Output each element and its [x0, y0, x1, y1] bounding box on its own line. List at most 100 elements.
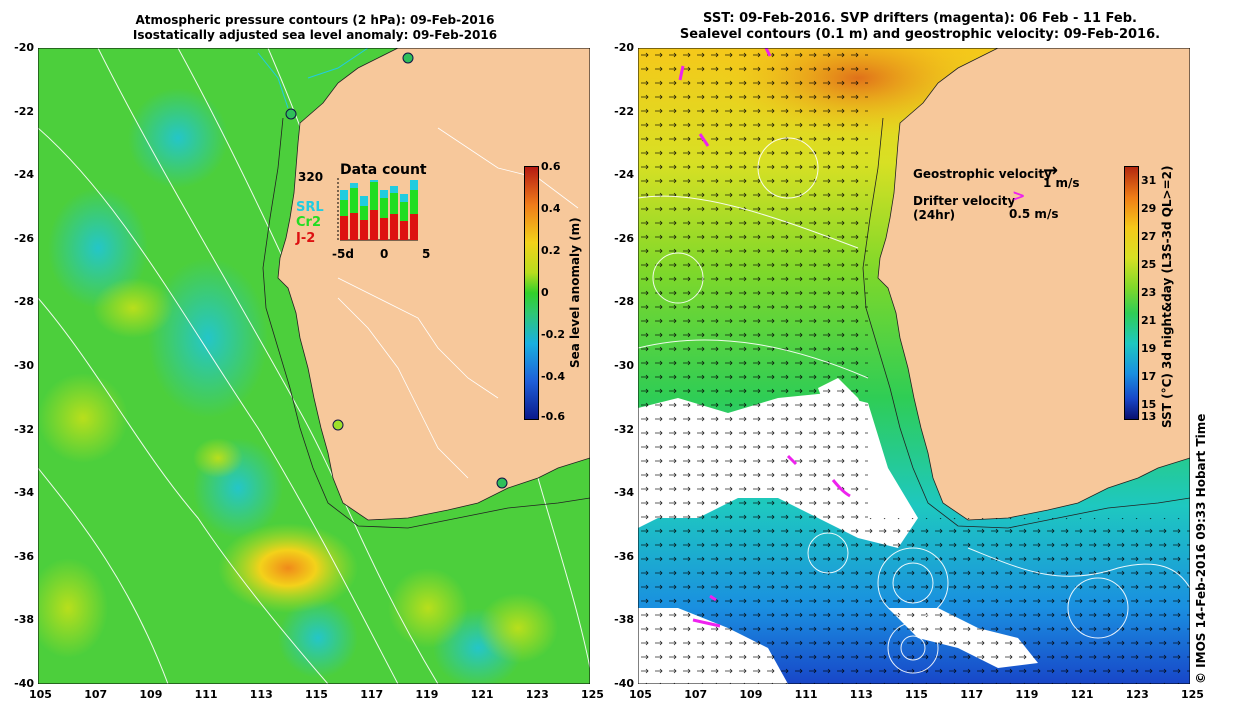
y-tick-label: -30 — [614, 359, 634, 372]
drifter-velocity-arrow: > — [1012, 186, 1026, 205]
sla-low-patch — [48, 188, 148, 308]
data-count-bars — [340, 180, 418, 240]
sla-high-patch — [38, 373, 128, 463]
data-count-xtick: 5 — [422, 247, 431, 261]
right-cb-tick: 29 — [1141, 202, 1157, 215]
left-title: Atmospheric pressure contours (2 hPa): 0… — [40, 13, 590, 43]
imos-credit: © IMOS 14-Feb-2016 09:33 Hobart Time — [1194, 413, 1208, 684]
tide-gauge-marker[interactable] — [285, 108, 297, 120]
y-tick-label: -40 — [614, 677, 634, 690]
x-tick-label: 107 — [684, 688, 708, 701]
australia-land — [277, 48, 590, 521]
shelf-contour — [262, 117, 590, 529]
y-tick-label: -28 — [614, 295, 634, 309]
left-cb-label: Sea level anomaly (m) — [568, 217, 582, 368]
australia-land — [877, 48, 1190, 521]
x-tick-label: 111 — [794, 688, 818, 701]
x-tick-label: 117 — [960, 688, 984, 701]
sla-low-patch — [278, 598, 358, 678]
right-cb-tick: 17 — [1141, 370, 1157, 383]
legend-j2: J-2 — [296, 231, 316, 246]
legend-cr2: Cr2 — [296, 215, 321, 230]
left-title-line2: Isostatically adjusted sea level anomaly… — [132, 28, 498, 42]
right-cb-tick: 25 — [1141, 258, 1157, 271]
y-tick-label: -28 — [14, 295, 34, 309]
y-tick-label: -36 — [14, 549, 34, 563]
right-title: SST: 09-Feb-2016. SVP drifters (magenta)… — [640, 11, 1200, 43]
x-tick-label: 105 — [29, 688, 52, 701]
data-count-xtick: 0 — [380, 247, 389, 261]
drifter-velocity-sub: (24hr) — [913, 208, 956, 222]
data-count-title: Data count — [340, 162, 427, 178]
left-cb-tick: -0.4 — [541, 370, 566, 383]
x-tick-label: 105 — [629, 688, 652, 701]
y-tick-label: -26 — [614, 231, 634, 245]
geostrophic-vectors — [638, 48, 1190, 684]
right-cb-tick: 15 — [1141, 398, 1157, 411]
legend-srl: SRL — [296, 200, 324, 215]
sla-high-patch — [218, 523, 358, 613]
tide-gauge-marker[interactable] — [332, 419, 344, 431]
y-tick-label: -24 — [614, 168, 634, 182]
sla-high-patch — [38, 558, 108, 658]
left-cb-tick: 0.6 — [541, 160, 561, 173]
geo-velocity-label: Geostrophic velocity — [913, 167, 1052, 181]
x-tick-label: 117 — [360, 688, 384, 701]
data-count-xtick: -5d — [332, 247, 354, 261]
sla-low-patch — [128, 88, 228, 188]
drifter-velocity-label: Drifter velocity — [913, 194, 1016, 208]
x-tick-label: 115 — [305, 688, 328, 701]
y-tick-label: -22 — [14, 104, 34, 118]
y-tick-label: -32 — [14, 422, 34, 436]
y-tick-label: -20 — [14, 41, 34, 54]
sla-low-patch — [148, 258, 268, 418]
x-tick-label: 119 — [415, 688, 439, 701]
x-tick-label: 111 — [194, 688, 218, 701]
right-cb-tick: 23 — [1141, 286, 1157, 299]
y-tick-label: -30 — [14, 359, 34, 372]
y-tick-label: -26 — [14, 231, 34, 245]
right-cb-tick: 27 — [1141, 230, 1157, 243]
right-title-line1: SST: 09-Feb-2016. SVP drifters (magenta)… — [703, 11, 1137, 26]
x-tick-label: 125 — [1181, 688, 1204, 701]
left-cb-tick: -0.6 — [541, 410, 566, 423]
coastline-cyan — [257, 48, 369, 109]
data-count-inset — [337, 178, 418, 241]
left-cb-tick: 0.2 — [541, 244, 561, 257]
x-tick-label: 121 — [1070, 688, 1094, 701]
sla-high-patch — [93, 278, 173, 338]
y-tick-label: -32 — [614, 422, 634, 436]
right-map[interactable] — [638, 48, 1190, 684]
x-tick-label: 125 — [581, 688, 604, 701]
y-tick-label: -40 — [14, 677, 34, 690]
x-tick-label: 119 — [1015, 688, 1039, 701]
sla-high-patch — [388, 568, 468, 648]
right-cb-label: SST (°C) 3d night&day (L3S-3d QL>=2) — [1160, 165, 1174, 429]
right-colorbar — [1124, 166, 1139, 420]
x-tick-label: 115 — [905, 688, 928, 701]
left-cb-tick: -0.2 — [541, 328, 566, 341]
sla-high-patch — [478, 593, 558, 663]
x-tick-label: 109 — [139, 688, 163, 701]
y-tick-label: -24 — [14, 168, 34, 182]
right-title-line2: Sealevel contours (0.1 m) and geostrophi… — [679, 27, 1161, 42]
y-tick-label: -38 — [614, 613, 634, 627]
right-cb-tick: 19 — [1141, 342, 1157, 355]
x-tick-label: 109 — [739, 688, 763, 701]
left-cb-tick: 0 — [541, 286, 549, 299]
x-tick-label: 113 — [849, 688, 873, 701]
x-tick-label: 123 — [1125, 688, 1149, 701]
right-cb-tick: 21 — [1141, 314, 1157, 327]
geo-velocity-value: 1 m/s — [1043, 176, 1080, 190]
right-cb-tick: 13 — [1141, 410, 1157, 423]
land-contours — [337, 127, 579, 479]
y-tick-label: -36 — [614, 549, 634, 563]
data-count-max: 320 — [298, 170, 324, 184]
left-map[interactable] — [38, 48, 590, 684]
tide-gauge-marker[interactable] — [496, 477, 508, 489]
y-tick-label: -38 — [14, 613, 34, 627]
y-tick-label: -22 — [614, 104, 634, 118]
drifter-tracks — [678, 48, 851, 628]
tide-gauge-marker[interactable] — [402, 52, 414, 64]
x-tick-label: 107 — [84, 688, 108, 701]
